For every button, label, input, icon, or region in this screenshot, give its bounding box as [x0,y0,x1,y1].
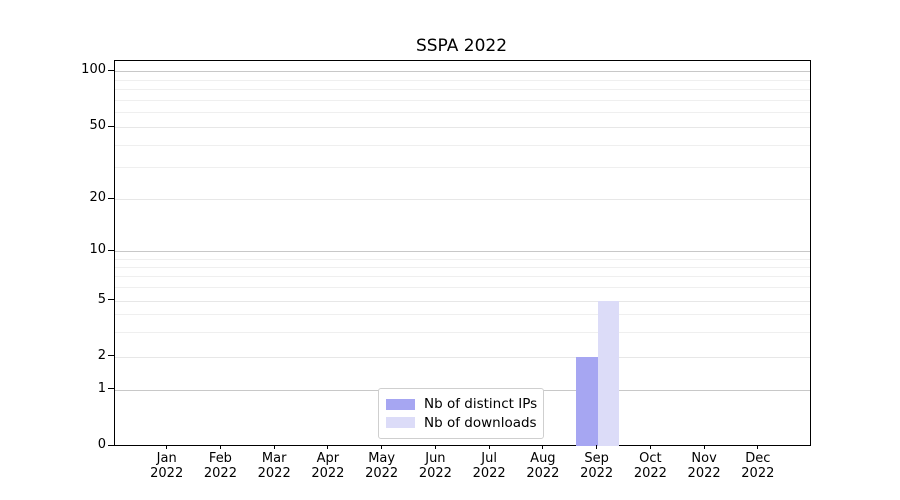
x-axis-tick-label: Apr 2022 [298,451,358,481]
gridline-minor [114,144,810,146]
legend: Nb of distinct IPs Nb of downloads [378,388,544,439]
x-tick-year: 2022 [203,466,237,481]
y-axis-tick-label: 5 [97,291,106,307]
legend-label: Nb of downloads [424,414,537,431]
x-tick-month: May [368,451,396,466]
x-axis-tick-mark [596,445,598,449]
x-axis-tick-label: Jul 2022 [459,451,519,481]
y-axis-tick-mark [108,125,114,127]
x-axis-tick-label: Aug 2022 [513,451,573,481]
x-tick-year: 2022 [633,466,667,481]
gridline-minor [114,314,810,316]
x-axis-tick-mark [488,445,490,449]
x-axis-tick-label: Feb 2022 [190,451,250,481]
gridline-minor [114,331,810,333]
x-tick-year: 2022 [418,466,452,481]
chart-title: SSPA 2022 [415,36,508,56]
x-tick-month: Feb [208,451,232,466]
x-axis-tick-mark [542,445,544,449]
gridline-minor [114,266,810,268]
x-axis-tick-mark [219,445,221,449]
y-axis-tick-label: 50 [89,118,106,133]
x-tick-year: 2022 [150,466,184,481]
gridline-mid [114,300,810,302]
x-axis-tick-mark [434,445,436,449]
x-tick-year: 2022 [741,466,775,481]
x-axis-tick-mark [649,445,651,449]
legend-swatch [386,417,415,429]
x-tick-month: Nov [691,451,717,466]
plot-area [113,60,811,446]
y-axis-tick-label: 1 [97,380,106,396]
y-axis-tick-mark [108,355,114,356]
gridline-major [114,251,810,252]
gridline-mid [114,127,810,128]
gridline-mid [114,199,810,200]
x-tick-month: Mar [261,451,287,466]
y-axis-tick-mark [108,197,114,199]
x-tick-month: Oct [639,451,662,466]
gridline-minor [114,167,810,169]
bar-nb-of-distinct-ips [576,356,598,446]
x-axis-tick-label: Nov 2022 [674,451,734,481]
y-axis-tick-label: 0 [97,437,106,452]
y-axis-tick-mark [108,388,114,389]
x-tick-month: Aug [530,451,556,466]
legend-swatch [386,398,415,410]
y-axis-tick-label: 2 [97,347,106,363]
y-axis-tick-label: 10 [89,242,106,257]
bar-nb-of-downloads [597,300,620,446]
gridline-minor [114,89,810,91]
x-axis-tick-mark [381,445,383,449]
y-axis-tick-mark [108,69,114,71]
x-axis-tick-label: Oct 2022 [620,451,680,481]
x-axis-tick-mark [273,445,275,449]
x-tick-year: 2022 [365,466,399,481]
gridline-minor [114,99,810,101]
gridline-minor [114,276,810,278]
x-tick-year: 2022 [257,466,291,481]
x-axis-tick-mark [166,445,168,449]
x-axis-tick-label: Mar 2022 [244,451,304,481]
x-axis-tick-mark [703,445,705,449]
x-axis-tick-mark [327,445,329,449]
gridline-minor [114,112,810,114]
x-axis-tick-label: Sep 2022 [567,451,627,481]
gridline-minor [114,258,810,260]
x-tick-year: 2022 [526,466,560,481]
gridline-mid [114,356,810,358]
x-axis-tick-label: May 2022 [352,451,412,481]
x-tick-month: Jul [481,451,497,466]
x-tick-month: Apr [316,451,340,466]
x-axis-tick-label: Dec 2022 [728,451,788,481]
y-axis-tick-mark [108,249,114,251]
gridline-minor [114,79,810,81]
x-tick-year: 2022 [687,466,721,481]
x-tick-month: Jun [425,451,446,466]
legend-label: Nb of distinct IPs [424,396,538,413]
x-tick-month: Jan [156,451,177,466]
x-axis-tick-label: Jan 2022 [137,451,197,481]
legend-item: Nb of downloads [386,414,537,431]
legend-item: Nb of distinct IPs [386,396,538,413]
x-axis-tick-label: Jun 2022 [405,451,465,481]
gridline-major [114,71,810,72]
y-axis-tick-label: 100 [81,62,106,77]
x-tick-year: 2022 [311,466,345,481]
gridline-minor [114,287,810,289]
x-tick-month: Dec [745,451,771,466]
x-axis-tick-mark [757,445,759,449]
y-axis-tick-label: 20 [89,190,106,205]
x-tick-year: 2022 [472,466,506,481]
x-tick-month: Sep [584,451,609,466]
y-axis-tick-mark [108,299,114,300]
x-tick-year: 2022 [580,466,614,481]
y-axis-tick-mark [108,444,114,446]
